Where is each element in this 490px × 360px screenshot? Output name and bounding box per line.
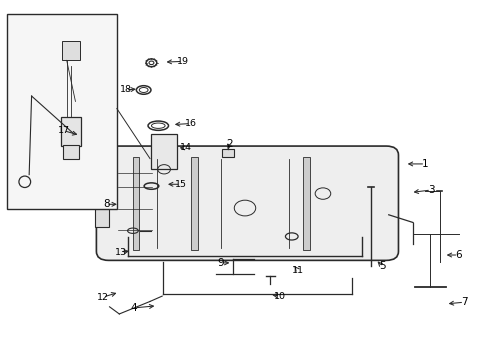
Text: 2: 2 [226, 139, 233, 149]
Bar [303, 157, 310, 249]
Bar [133, 157, 139, 249]
Text: 13: 13 [115, 248, 127, 257]
Bar [151, 134, 177, 169]
Text: 11: 11 [292, 266, 304, 275]
Text: 16: 16 [184, 119, 196, 128]
Text: 17: 17 [58, 126, 70, 135]
Text: 10: 10 [274, 292, 286, 301]
Text: 19: 19 [176, 57, 189, 66]
Text: 6: 6 [455, 250, 462, 260]
Text: 12: 12 [97, 293, 109, 302]
Text: 5: 5 [379, 261, 386, 271]
Text: 7: 7 [461, 297, 467, 307]
Bar [95, 206, 109, 227]
Bar [7, 14, 117, 208]
Text: 14: 14 [179, 143, 192, 152]
Bar [221, 149, 234, 157]
Bar [61, 117, 81, 146]
Text: 15: 15 [175, 180, 187, 189]
Text: 8: 8 [103, 199, 109, 209]
FancyBboxPatch shape [97, 146, 398, 260]
Bar [63, 145, 79, 158]
Bar [192, 157, 198, 249]
Text: 9: 9 [218, 258, 224, 268]
Text: 18: 18 [120, 85, 132, 94]
Text: 1: 1 [422, 159, 429, 169]
Text: 4: 4 [131, 303, 137, 313]
Text: 3: 3 [428, 185, 435, 195]
Bar [62, 41, 80, 60]
